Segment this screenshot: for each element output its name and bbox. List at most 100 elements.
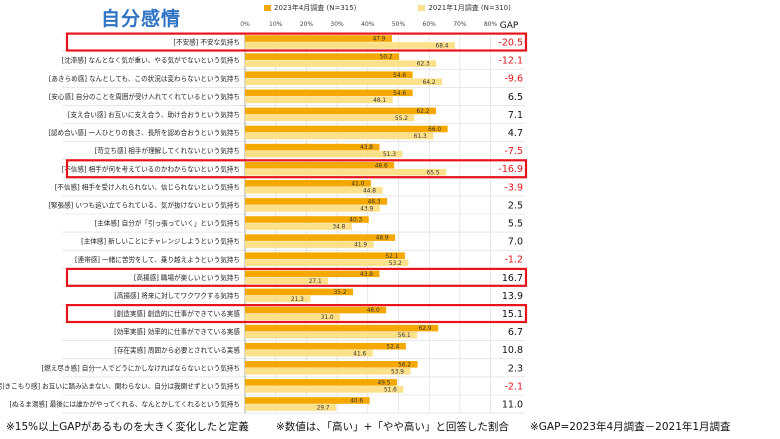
data-label-2023: 62.2: [416, 109, 429, 115]
data-label-2023: 52.1: [385, 254, 398, 260]
data-label-2023: 54.6: [393, 91, 406, 97]
gap-value: 6.5: [508, 92, 523, 103]
bar-2021: [245, 368, 411, 375]
x-tick-label: 80%: [484, 21, 498, 28]
data-label-2023: 46.0: [367, 308, 380, 314]
category-label: [ぬるま湯感] 最後には誰かがやってくれる、なんとかしてくれるという気持ち: [9, 400, 240, 409]
footnote-gap-definition: ※15%以上GAPがあるものを大きく変化したと定義: [6, 421, 249, 433]
bar-2023: [245, 234, 396, 241]
bar-2021: [245, 277, 329, 285]
x-tick-label: 70%: [453, 21, 467, 28]
bar-2023: [245, 270, 380, 278]
data-label-2021: 53.2: [389, 261, 402, 267]
gap-value: -2.1: [504, 381, 523, 392]
bar-2021: [245, 150, 403, 158]
data-label-2021: 29.7: [317, 406, 330, 412]
bar-2023: [245, 35, 393, 42]
bar-2023: [245, 89, 413, 97]
gap-value: 13.9: [502, 291, 523, 302]
data-label-2023: 46.3: [368, 200, 381, 206]
data-label-2021: 53.9: [391, 369, 404, 375]
category-label: [燃え尽き感] 自分一人でどうにかしなければならないという気持ち: [42, 363, 240, 372]
data-label-2021: 31.0: [321, 315, 334, 321]
category-label: [支え合い感] お互いに支え合う、助け合おうという気持ち: [68, 110, 240, 119]
category-label: [引きこもり感] お互いに踏み込まない、関わらない、自分は我関せずという気持ち: [0, 381, 240, 390]
data-label-2023: 35.2: [334, 290, 347, 296]
data-label-2021: 44.8: [363, 188, 376, 194]
data-label-2021: 51.3: [383, 152, 396, 158]
bar-2021: [245, 404, 337, 411]
legend-label-2021: 2021年1月調査 (N=310): [428, 4, 511, 12]
gap-value: 6.7: [508, 327, 523, 338]
bar-2021: [245, 78, 443, 85]
bar-2023: [245, 143, 380, 151]
bar-2023: [245, 252, 405, 259]
page-title: 自分感情: [101, 8, 182, 30]
footnote-value-definition: ※数値は、「高い」+「やや高い」と回答した割合: [276, 421, 509, 433]
highlight-box: [65, 32, 528, 52]
x-tick-label: 30%: [330, 21, 344, 28]
category-label: [苛立ち感] 相手が理解してくれないという気持ち: [95, 146, 240, 155]
bar-2023: [245, 107, 436, 115]
x-tick-label: 60%: [423, 21, 437, 28]
gap-value: 2.5: [508, 200, 523, 211]
data-label-2021: 43.9: [360, 207, 373, 213]
data-label-2021: 61.3: [414, 134, 427, 140]
bar-2023: [245, 198, 388, 205]
category-label: [存在実感] 周囲から必要とされている実感: [114, 345, 240, 354]
bar-2023: [245, 306, 387, 314]
category-label: [不信感] 相手が何を考えているのかわからないという気持ち: [62, 164, 240, 173]
data-label-2021: 27.1: [309, 279, 322, 285]
bar-2021: [245, 386, 404, 393]
data-label-2021: 65.5: [427, 170, 440, 176]
category-label: [高揚感] 将来に対してワクワクする気持ち: [114, 291, 240, 300]
bar-2023: [245, 397, 370, 404]
data-label-2023: 49.5: [378, 381, 391, 387]
gap-value: 7.0: [508, 237, 523, 248]
bar-2021: [245, 241, 374, 248]
x-tick-label: 0%: [240, 21, 250, 28]
legend-item-2023: 2023年4月調査 (N=315): [264, 3, 356, 13]
bar-2023: [245, 161, 395, 169]
bar-2023: [245, 180, 371, 187]
bar-2021: [245, 223, 352, 230]
data-label-2023: 66.0: [428, 127, 441, 133]
legend-label-2023: 2023年4月調査 (N=315): [274, 4, 357, 12]
bar-2021: [245, 259, 409, 266]
legend-swatch-2023: [264, 5, 271, 11]
data-label-2023: 40.6: [350, 399, 363, 405]
data-label-2023: 62.9: [419, 326, 432, 332]
bar-2021: [245, 132, 434, 140]
data-label-2023: 56.2: [398, 362, 411, 368]
category-label: [認め合い感] 一人ひとりの良さ、長所を認め合おうという気持ち: [48, 128, 240, 137]
bar-2021: [245, 187, 383, 194]
highlight-box: [65, 267, 528, 287]
data-label-2023: 50.2: [380, 55, 393, 61]
gap-value: 4.7: [508, 128, 523, 139]
bar-2021: [245, 96, 393, 104]
legend-item-2021: 2021年1月調査 (N=310): [418, 3, 511, 13]
bar-2021: [245, 349, 373, 357]
category-label: [主体感] 自分が「引っ張っていく」という気持ち: [95, 219, 240, 228]
bar-2021: [245, 331, 418, 339]
category-label: [安心感] 自分のことを周囲が受け入れてくれているという気持ち: [49, 92, 240, 101]
bar-2023: [245, 71, 413, 78]
gap-value: 5.5: [508, 218, 523, 229]
x-tick-label: 50%: [392, 21, 406, 28]
highlight-box: [65, 304, 528, 324]
footnotes: ※15%以上GAPがあるものを大きく変化したと定義 ※数値は、「高い」+「やや高…: [0, 419, 780, 439]
footnote-gap-formula: ※GAP=2023年4月調査－2021年1月調査: [530, 421, 731, 433]
bar-2021: [245, 60, 437, 67]
data-label-2021: 41.6: [353, 351, 366, 357]
category-label: [連帯感] 一緒に苦労をして、乗り越えようという気持ち: [75, 255, 240, 264]
category-label: [高揚感] 職場が楽しいという気持ち: [134, 273, 240, 282]
x-tick-label: 10%: [269, 21, 283, 28]
data-label-2023: 43.8: [360, 145, 373, 151]
x-tick-label: 20%: [300, 21, 314, 28]
data-label-2023: 47.9: [373, 37, 386, 43]
category-label: [創造実感] 創造的に仕事ができている実感: [114, 309, 240, 318]
category-label: [あきらめ感] なんとしても、この状況は変わらないという気持ち: [49, 74, 240, 83]
bar-2023: [245, 324, 439, 332]
gap-value: 16.7: [502, 273, 523, 284]
bar-2023: [245, 288, 354, 296]
